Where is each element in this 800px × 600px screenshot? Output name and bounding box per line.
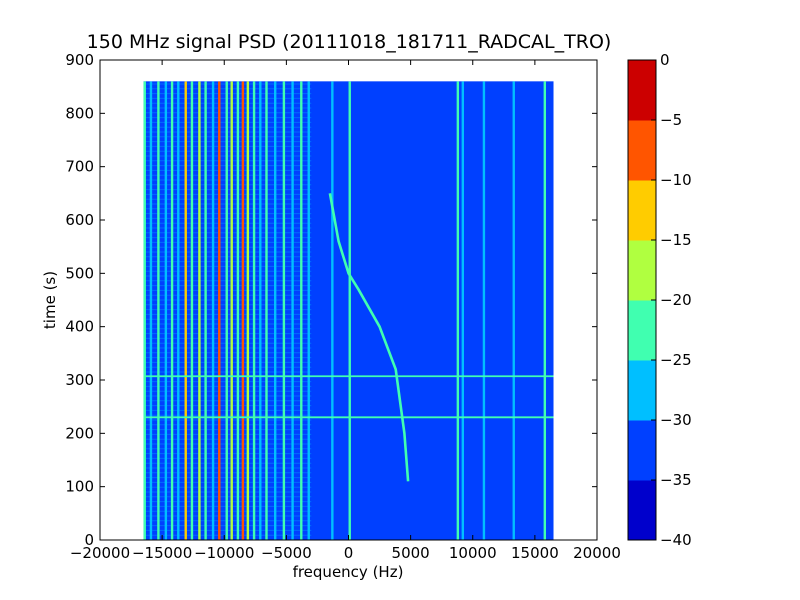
y-axis: 0 100 200 300 400 500 600 700 800 900 [65, 51, 597, 549]
x-tick-label: 5000 [392, 544, 430, 562]
x-tick-label: −15000 [132, 544, 192, 562]
colorbar-segment [628, 480, 656, 541]
colorbar-tick-label: 0 [660, 51, 670, 69]
y-tick-label: 900 [65, 51, 94, 69]
y-tick-label: 500 [65, 264, 94, 282]
y-tick-label: 200 [65, 424, 94, 442]
colorbar-tick-label: −10 [660, 171, 692, 189]
colorbar-segment [628, 420, 656, 481]
x-tick-label: 15000 [511, 544, 559, 562]
y-axis-label: time (s) [41, 271, 59, 329]
colorbar-segment [628, 360, 656, 421]
y-tick-label: 100 [65, 478, 94, 496]
x-axis-label: frequency (Hz) [293, 563, 404, 581]
colorbar-tick-label: −40 [660, 531, 692, 549]
x-tick-label: −20000 [70, 544, 130, 562]
x-tick-label: −5000 [261, 544, 312, 562]
colorbar-segment [628, 60, 656, 121]
y-tick-label: 300 [65, 371, 94, 389]
x-tick-label: 10000 [449, 544, 497, 562]
colorbar-tick-label: −20 [660, 291, 692, 309]
colorbar-segment [628, 240, 656, 301]
colorbar-tick-label: −35 [660, 471, 692, 489]
x-axis: −20000 −15000 −10000 −5000 0 5000 10000 15000 20… [70, 60, 621, 562]
colorbar-segment [628, 300, 656, 361]
colorbar-segment [628, 180, 656, 241]
y-tick-label: 800 [65, 104, 94, 122]
heatmap-background [143, 81, 554, 540]
colorbar: −40 −35 −30 −25 −20 −15 −10 −5 0 [627, 51, 692, 549]
y-tick-label: 600 [65, 211, 94, 229]
x-tick-label: 0 [344, 544, 354, 562]
plot-area [99, 59, 598, 541]
y-tick-label: 700 [65, 158, 94, 176]
x-tick-label: 20000 [573, 544, 621, 562]
colorbar-tick-label: −30 [660, 411, 692, 429]
colorbar-tick-label: −25 [660, 351, 692, 369]
heatmap-layer [143, 81, 554, 540]
y-tick-label: 400 [65, 318, 94, 336]
colorbar-tick-label: −5 [660, 111, 682, 129]
x-tick-label: −10000 [194, 544, 254, 562]
colorbar-tick-label: −15 [660, 231, 692, 249]
drift-trace [328, 193, 410, 482]
colorbar-segment [628, 120, 656, 181]
chart-title: 150 MHz signal PSD (20111018_181711_RADC… [87, 31, 612, 53]
y-tick-label: 0 [84, 531, 94, 549]
